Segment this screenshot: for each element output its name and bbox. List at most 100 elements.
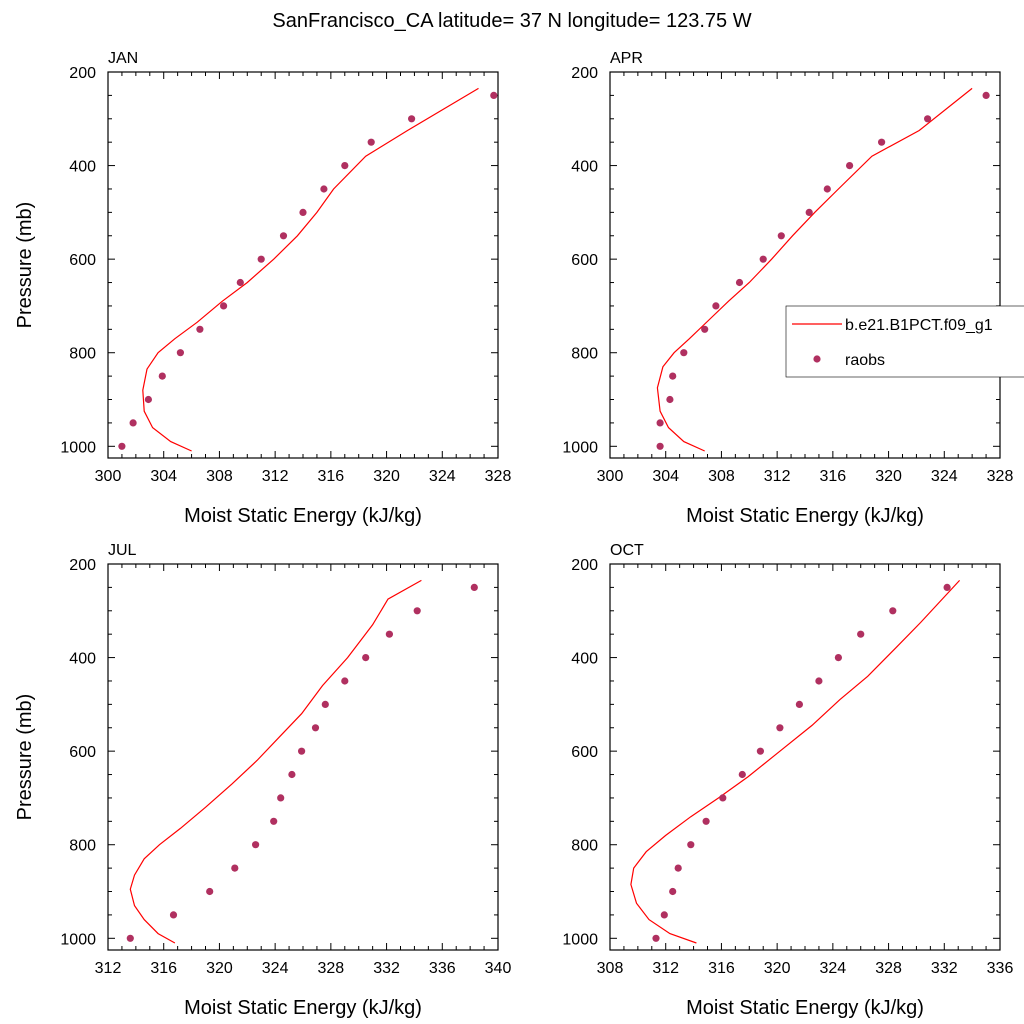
model-profile-line [129, 579, 422, 944]
raobs-point [846, 162, 854, 170]
panel-oct: 308 312 316 320 324 328 332 336 200 400 600 800 1000… [562, 542, 1013, 1019]
x-tick-label: 308 [206, 468, 233, 485]
y-tick-label: 400 [69, 651, 96, 668]
raobs-point [777, 232, 785, 240]
y-tick-label: 200 [571, 65, 598, 82]
x-tick-label: 304 [652, 468, 679, 485]
y-tick-label: 800 [571, 838, 598, 855]
plot-frame [609, 563, 1001, 951]
y-tick-label: 600 [69, 744, 96, 761]
x-tick-label: 304 [150, 468, 177, 485]
raobs-point [669, 372, 677, 380]
raobs-point [943, 583, 951, 592]
raobs-point [220, 302, 228, 310]
raobs-point [362, 654, 370, 662]
raobs-point [118, 442, 126, 450]
y-tick-label: 200 [69, 557, 96, 574]
x-tick-label: 316 [820, 468, 847, 485]
x-tick-label: 312 [652, 960, 679, 977]
figure-title: SanFrancisco_CA latitude= 37 N longitude… [272, 10, 751, 32]
raobs-point [231, 864, 239, 872]
y-tick-label: 800 [69, 346, 96, 363]
raobs-point [408, 115, 416, 123]
y-tick-label: 200 [69, 65, 96, 82]
y-tick-label: 600 [571, 744, 598, 761]
raobs-point [279, 232, 288, 240]
raobs-point [413, 607, 421, 615]
x-tick-label: 328 [987, 468, 1014, 485]
y-axis-label: Pressure (mb) [14, 202, 36, 329]
x-tick-label: 316 [708, 960, 735, 977]
y-tick-label: 200 [571, 557, 598, 574]
raobs-point [738, 770, 746, 779]
raobs-point [656, 442, 664, 450]
raobs-point [341, 162, 349, 170]
raobs-point [666, 395, 674, 404]
raobs-point [674, 864, 682, 872]
raobs-point [834, 654, 843, 662]
raobs-point [320, 185, 328, 193]
raobs-point [701, 325, 709, 333]
raobs-point [385, 630, 393, 638]
model-profile-line [142, 87, 479, 452]
x-tick-label: 324 [262, 960, 289, 977]
raobs-point [206, 887, 214, 896]
y-tick-label: 800 [571, 346, 598, 363]
x-tick-label: 300 [597, 468, 624, 485]
legend-marker-swatch [813, 355, 821, 363]
panel-apr: 300 304 308 312 316 320 324 328 200 400 600 800 1000… [562, 50, 1013, 527]
raobs-point [126, 934, 134, 942]
raobs-point [656, 419, 664, 427]
raobs-point [490, 91, 498, 99]
x-tick-label: 324 [820, 960, 847, 977]
y-tick-label: 1000 [562, 931, 598, 948]
y-tick-label: 1000 [562, 439, 598, 456]
raobs-point [712, 302, 720, 310]
x-tick-label: 320 [206, 960, 233, 977]
x-tick-label: 308 [597, 960, 624, 977]
raobs-point [669, 887, 677, 896]
x-axis-label: Moist Static Energy (kJ/kg) [184, 505, 422, 527]
raobs-point [680, 349, 688, 357]
panel-title: OCT [610, 542, 644, 559]
y-tick-label: 400 [571, 651, 598, 668]
raobs-point [311, 724, 320, 732]
panel-jul: 312 316 320 324 328 332 336 340 200 400 600 800 1000… [14, 542, 511, 1019]
x-axis-label: Moist Static Energy (kJ/kg) [184, 997, 422, 1019]
raobs-point [878, 138, 886, 146]
panel-title: APR [610, 50, 643, 67]
panel-title: JAN [108, 50, 138, 67]
y-tick-label: 800 [69, 838, 96, 855]
raobs-point [660, 911, 668, 919]
raobs-point [924, 115, 932, 123]
raobs-point [321, 700, 329, 709]
raobs-point [236, 278, 244, 287]
raobs-point [702, 817, 710, 825]
x-tick-label: 328 [318, 960, 345, 977]
raobs-point [889, 607, 897, 615]
raobs-point [805, 208, 813, 216]
x-tick-label: 320 [764, 960, 791, 977]
x-tick-label: 316 [150, 960, 177, 977]
x-tick-label: 328 [875, 960, 902, 977]
x-tick-label: 332 [931, 960, 958, 977]
x-tick-label: 336 [987, 960, 1014, 977]
raobs-point [759, 255, 767, 263]
raobs-point [158, 372, 166, 380]
x-tick-label: 312 [764, 468, 791, 485]
raobs-point [719, 794, 727, 802]
panel-title: JUL [108, 542, 137, 559]
x-tick-label: 312 [262, 468, 289, 485]
x-tick-label: 320 [875, 468, 902, 485]
legend-label-model: b.e21.B1PCT.f09_g1 [845, 317, 993, 334]
raobs-point [857, 630, 865, 638]
y-tick-label: 1000 [60, 439, 96, 456]
raobs-point [687, 841, 695, 849]
raobs-point [823, 185, 831, 193]
raobs-point [776, 724, 784, 732]
raobs-point [144, 395, 152, 404]
raobs-point [795, 700, 804, 709]
legend-label-obs: raobs [845, 352, 885, 369]
raobs-point [277, 794, 285, 802]
